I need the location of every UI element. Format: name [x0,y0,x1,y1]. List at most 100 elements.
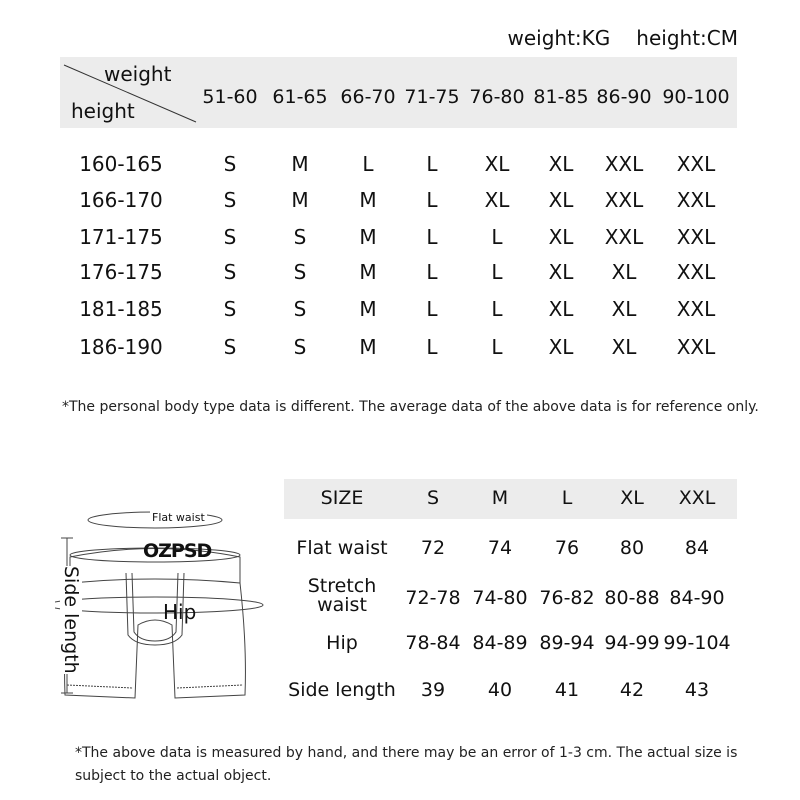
size-cell: L [491,225,503,249]
units-legend: weight:KG height:CM [481,26,738,50]
measurement-label: Flat waist [296,537,388,559]
weight-column-header: 61-65 [272,86,328,108]
size-cell: XL [611,260,637,284]
table2-column-header: L [561,487,573,509]
hip-label: Hip [163,600,197,624]
brand-logo: OZPSD [143,540,212,562]
measurement-value: 72-78 [405,587,461,609]
size-cell: S [293,260,307,284]
size-cell: M [359,297,377,321]
weight-column-header: 86-90 [596,86,652,108]
weight-column-header: 76-80 [469,86,525,108]
size-cell: S [223,152,237,176]
table2-column-header: SIZE [320,487,364,509]
measurement-value: 74 [487,537,513,559]
size-cell: XXL [676,152,716,176]
height-range: 171-175 [79,225,163,249]
size-cell: XXL [676,225,716,249]
size-cell: XL [548,188,574,212]
size-cell: S [223,260,237,284]
boxer-brief-diagram [55,511,264,699]
size-cell: M [359,188,377,212]
measurement-value: 74-80 [472,587,528,609]
size-cell: M [291,152,309,176]
size-cell: M [359,335,377,359]
weight-column-header: 71-75 [404,86,460,108]
size-cell: XXL [676,297,716,321]
weight-unit: weight:KG [507,26,611,50]
height-range: 176-175 [79,260,163,284]
size-cell: L [426,297,438,321]
table2-column-header: S [426,487,440,509]
measurement-value: 76-82 [539,587,595,609]
measurement-value: 41 [554,679,580,701]
size-cell: S [223,225,237,249]
measurement-value: 94-99 [604,632,660,654]
size-cell: L [362,152,374,176]
flat-waist-label: Flat waist [150,511,207,524]
height-range: 186-190 [79,335,163,359]
measurement-value: 80-88 [604,587,660,609]
measurement-value: 39 [420,679,446,701]
size-cell: XL [548,225,574,249]
size-cell: L [491,260,503,284]
height-range: 181-185 [79,297,163,321]
size-cell: M [359,260,377,284]
measurement-value: 84 [684,537,710,559]
table1-note: *The personal body type data is differen… [62,399,759,415]
size-cell: L [426,335,438,359]
measurement-value: 42 [619,679,645,701]
side-length-label: Side length [60,566,82,674]
weight-column-header: 90-100 [662,86,730,108]
measurement-value: 80 [619,537,645,559]
table2-note: *The above data is measured by hand, and… [75,745,738,784]
size-cell: M [359,225,377,249]
size-cell: XXL [604,225,644,249]
size-cell: XXL [676,188,716,212]
size-cell: XL [548,152,574,176]
measurement-label: Stretch waist [307,575,377,616]
size-cell: L [491,335,503,359]
height-range: 160-165 [79,152,163,176]
measurement-value: 43 [684,679,710,701]
size-cell: L [426,260,438,284]
corner-height: height [71,99,135,123]
table2-column-header: XL [620,487,644,509]
size-cell: XL [611,297,637,321]
table1-header-bar [60,57,737,128]
size-cell: XXL [676,335,716,359]
measurement-label: Side length [288,679,396,701]
size-cell: S [293,335,307,359]
size-cell: S [223,297,237,321]
corner-diagonal [63,64,197,123]
size-cell: XL [548,260,574,284]
size-cell: XL [611,335,637,359]
size-cell: XL [484,188,510,212]
size-cell: L [426,188,438,212]
measurement-value: 76 [554,537,580,559]
table2-column-header: M [491,487,509,509]
size-cell: XL [548,335,574,359]
size-cell: S [293,297,307,321]
size-cell: S [223,335,237,359]
measurement-label: Hip [326,632,358,654]
height-unit: height:CM [636,26,738,50]
measurement-value: 72 [420,537,446,559]
size-cell: XL [484,152,510,176]
size-cell: XXL [604,152,644,176]
measurement-value: 84-89 [472,632,528,654]
size-cell: XXL [604,188,644,212]
measurement-value: 78-84 [405,632,461,654]
measurement-value: 89-94 [539,632,595,654]
size-cell: XL [548,297,574,321]
weight-column-header: 81-85 [533,86,589,108]
measurement-value: 99-104 [663,632,731,654]
size-cell: S [223,188,237,212]
size-cell: XXL [676,260,716,284]
size-cell: L [491,297,503,321]
table2-header-bar [284,479,737,519]
corner-weight: weight [104,62,172,86]
table2-column-header: XXL [678,487,716,509]
measurement-value: 84-90 [669,587,725,609]
